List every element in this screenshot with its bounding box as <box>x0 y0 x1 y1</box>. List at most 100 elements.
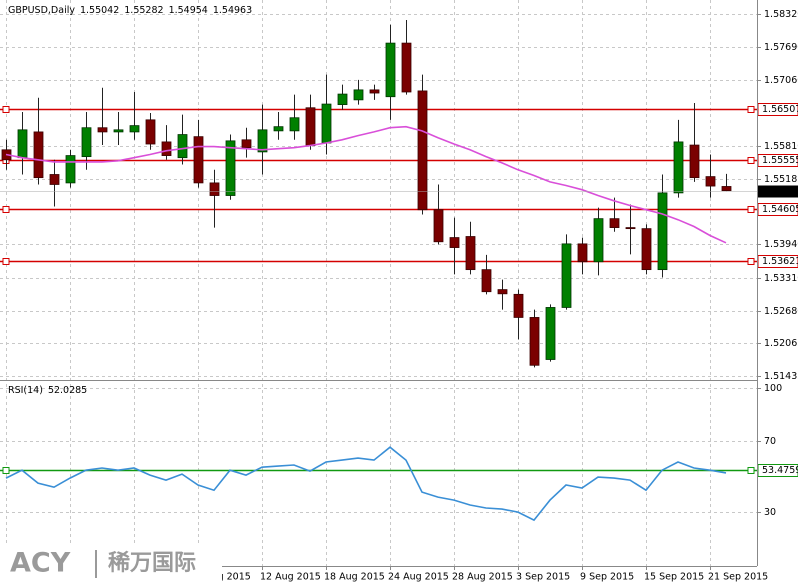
candle-body <box>577 243 588 263</box>
candle-body <box>33 131 44 179</box>
header-high: 1.55282 <box>124 5 163 16</box>
level-label: 1.56507 <box>762 104 798 115</box>
level-handle <box>2 106 10 113</box>
candle-body <box>145 119 156 145</box>
candle-body <box>65 155 76 184</box>
candle-body <box>193 136 204 184</box>
watermark: ACY 稀万国际 <box>0 545 222 586</box>
x-tick-label: 15 Sep 2015 <box>644 572 704 583</box>
candle-body <box>225 140 236 196</box>
chart-title: GBPUSD,Daily <box>8 5 75 16</box>
current-price-box <box>758 185 798 198</box>
x-tick-label: 21 Sep 2015 <box>708 572 768 583</box>
candle-body <box>721 186 732 192</box>
rsi-line <box>5 446 727 522</box>
candle-body <box>561 243 572 308</box>
candle-body <box>529 317 540 366</box>
y-tick-label: 1.53940 <box>764 239 798 250</box>
candle-body <box>321 103 332 144</box>
rsi-tick-label: 100 <box>764 383 782 394</box>
candle-body <box>113 129 124 133</box>
candle-body <box>17 129 28 159</box>
header-open: 1.55042 <box>80 5 119 16</box>
candle-body <box>161 141 172 156</box>
candle-body <box>625 227 636 230</box>
level-handle <box>747 206 755 213</box>
rsi-tick-label: 30 <box>764 507 776 518</box>
candle-body <box>177 134 188 159</box>
x-tick-label: 12 Aug 2015 <box>260 572 321 583</box>
y-tick-label: 1.55810 <box>764 141 798 152</box>
candle-body <box>465 236 476 271</box>
y-tick-label: 1.52065 <box>764 338 798 349</box>
candle-body <box>81 127 92 158</box>
candle-body <box>609 218 620 228</box>
y-tick-label: 1.57060 <box>764 75 798 86</box>
candle-body <box>657 192 668 271</box>
y-tick-label: 1.51435 <box>764 371 798 382</box>
header-low: 1.54954 <box>169 5 208 16</box>
y-tick-label: 1.58320 <box>764 9 798 20</box>
candle-body <box>545 307 556 360</box>
x-tick-label: 18 Aug 2015 <box>324 572 385 583</box>
level-handle <box>747 258 755 265</box>
level-handle <box>2 206 10 213</box>
candle-body <box>257 129 268 153</box>
candle-body <box>481 269 492 293</box>
rsi-label: RSI(14) <box>8 385 43 396</box>
header-close: 1.54963 <box>213 5 252 16</box>
rsi-level-label: 53.4759 <box>762 465 798 476</box>
candle-body <box>385 42 396 98</box>
x-tick-label: 28 Aug 2015 <box>452 572 513 583</box>
y-tick-label: 1.57690 <box>764 42 798 53</box>
rsi-tick-label: 70 <box>764 436 776 447</box>
y-tick-label: 1.53310 <box>764 273 798 284</box>
candle-body <box>97 127 108 133</box>
candle-body <box>449 237 460 248</box>
level-handle <box>2 467 10 474</box>
watermark-bg <box>0 545 222 586</box>
x-tick-label: 6 Aug 2015 <box>196 572 251 583</box>
level-label: 1.53621 <box>762 256 798 267</box>
candle-body <box>433 209 444 243</box>
candle-body <box>641 228 652 271</box>
rsi-current: 52.0285 <box>48 385 87 396</box>
level-label: 1.54605 <box>762 204 798 215</box>
candle-body <box>305 107 316 146</box>
chart-header: GBPUSD,Daily 1.55042 1.55282 1.54954 1.54963 <box>8 5 252 16</box>
watermark-brand: ACY <box>10 548 71 579</box>
x-tick-label: 24 Aug 2015 <box>388 572 449 583</box>
candle-body <box>673 141 684 194</box>
candle-body <box>513 293 524 318</box>
x-tick-label: 3 Sep 2015 <box>516 572 570 583</box>
candle-body <box>497 289 508 295</box>
candle-body <box>705 176 716 187</box>
y-tick-label: 1.55185 <box>764 174 798 185</box>
candle-body <box>593 218 604 263</box>
candle-body <box>49 174 60 185</box>
candle-body <box>289 117 300 132</box>
rsi-header: RSI(14) 52.0285 <box>8 385 87 396</box>
candle-body <box>337 93 348 105</box>
x-tick-label: 9 Sep 2015 <box>580 572 634 583</box>
candle-body <box>129 125 140 133</box>
y-tick-label: 1.52680 <box>764 306 798 317</box>
moving-average-line <box>5 125 727 244</box>
level-handle <box>747 467 755 474</box>
candle-body <box>353 89 364 101</box>
candle-body <box>273 126 284 132</box>
watermark-name: 稀万国际 <box>108 550 196 576</box>
current-price-label: 1.54963 <box>762 186 798 197</box>
candle-body <box>417 90 428 211</box>
candle-body <box>241 139 252 149</box>
candle-body <box>209 182 220 196</box>
candle-body <box>369 89 380 94</box>
level-label: 1.55555 <box>762 155 798 166</box>
candle-body <box>401 42 412 93</box>
candle-body <box>689 144 700 179</box>
level-handle <box>2 258 10 265</box>
level-handle <box>747 157 755 164</box>
